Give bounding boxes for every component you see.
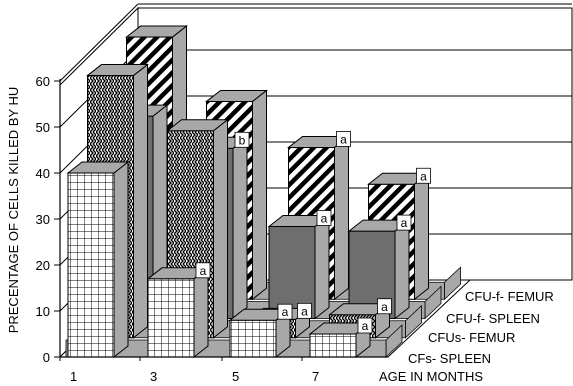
x-tick-label: 1 (70, 369, 77, 384)
y-tick-label: 30 (36, 212, 50, 227)
y-tick-label: 10 (36, 304, 50, 319)
bar-top (86, 64, 149, 77)
annotation-label: a (401, 216, 408, 230)
y-tick-label: 60 (36, 74, 50, 89)
bar (66, 160, 130, 359)
annotation-box (336, 131, 351, 147)
series-0: aaa (65, 160, 403, 359)
bar-side (213, 118, 228, 339)
y-tick-label: 0 (43, 350, 50, 365)
bar-side (394, 219, 410, 320)
annotation-label: b (239, 133, 246, 147)
series-label: CFU-f- FEMUR (465, 289, 554, 304)
bar-side (193, 266, 209, 359)
annotation-box (195, 262, 211, 279)
x-axis: 1 3 5 7 (59, 356, 388, 384)
bar-side (414, 172, 429, 301)
bar: a (267, 210, 332, 320)
bar-top (66, 161, 130, 174)
gridline-left (59, 3, 139, 82)
bar-side (113, 160, 129, 359)
y-tick-label: 50 (36, 120, 50, 135)
bar-side (314, 214, 330, 320)
annotation-label: a (381, 300, 388, 314)
bar-front (309, 333, 357, 358)
annotation-box (377, 298, 392, 315)
x-tick-label: 3 (150, 369, 157, 384)
bar: a (146, 262, 211, 359)
bar-top (166, 119, 229, 132)
annotation-label: a (321, 212, 328, 226)
y-axis-label: PRECENTAGE OF CELLS KILLED BY HU (6, 87, 21, 334)
annotation-box (416, 167, 431, 184)
series-label: CFU-f- SPLEEN (446, 311, 540, 326)
annotation-box (357, 317, 373, 334)
series-labels: CFU-f- FEMUR CFU-f- SPLEEN CFUs- FEMUR CFs-… (408, 289, 554, 366)
bar-front (229, 319, 277, 358)
y-tick-label: 20 (36, 258, 50, 273)
bar-front (147, 278, 195, 358)
annotation-box (297, 302, 312, 319)
annotation-box (277, 303, 293, 320)
x-tick-label: 7 (312, 369, 319, 384)
annotation-label: a (200, 264, 207, 278)
annotation-label: a (301, 304, 308, 318)
y-tick-label: 40 (36, 166, 50, 181)
bar: a (308, 317, 373, 359)
annotation-box (316, 210, 332, 226)
bar-top (125, 25, 188, 38)
bar: a (228, 303, 293, 359)
y-axis: 0 10 20 30 40 50 60 (36, 74, 61, 365)
series-label: CFUs- FEMUR (428, 330, 515, 345)
bar-side (334, 135, 349, 301)
bar-side (232, 136, 248, 320)
series-label: CFs- SPLEEN (408, 351, 491, 366)
x-axis-label: AGE IN MONTHS (379, 369, 483, 384)
bar-side (133, 63, 148, 339)
annotation-box (234, 131, 250, 148)
annotation-label: a (340, 132, 347, 146)
bar-side (252, 89, 267, 301)
annotation-label: a (362, 319, 369, 333)
bar-top (205, 89, 268, 102)
annotation-label: a (420, 169, 427, 183)
x-tick-label: 5 (232, 369, 239, 384)
annotation-box (396, 214, 412, 231)
bar-front (67, 172, 115, 358)
annotation-label: a (282, 305, 289, 319)
